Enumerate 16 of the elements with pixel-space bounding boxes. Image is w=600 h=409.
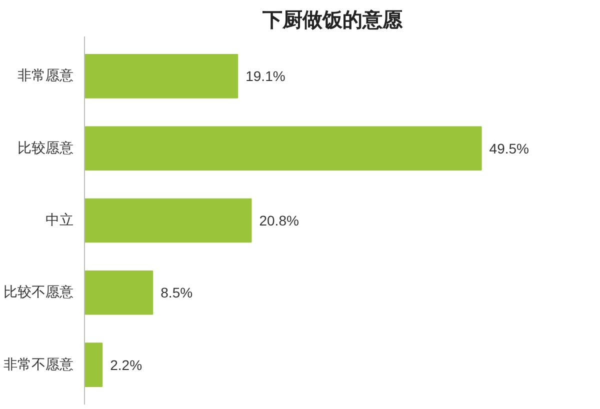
bar bbox=[84, 270, 154, 315]
y-tick-label: 非常不愿意 bbox=[4, 356, 74, 373]
data-label: 20.8% bbox=[259, 212, 299, 228]
bar bbox=[84, 342, 103, 387]
data-label: 8.5% bbox=[160, 284, 193, 301]
bar bbox=[84, 126, 482, 170]
y-tick-label: 比较愿意 bbox=[18, 140, 74, 156]
chart-title: 下厨做饭的意愿 bbox=[262, 8, 404, 32]
y-tick-label: 比较不愿意 bbox=[4, 284, 74, 301]
data-label: 49.5% bbox=[489, 140, 530, 156]
y-tick-label: 非常愿意 bbox=[18, 68, 74, 84]
bar bbox=[84, 54, 238, 98]
bar bbox=[84, 198, 252, 243]
y-tick-label: 中立 bbox=[46, 212, 74, 228]
data-label: 19.1% bbox=[246, 68, 286, 84]
data-label: 2.2% bbox=[110, 356, 142, 373]
